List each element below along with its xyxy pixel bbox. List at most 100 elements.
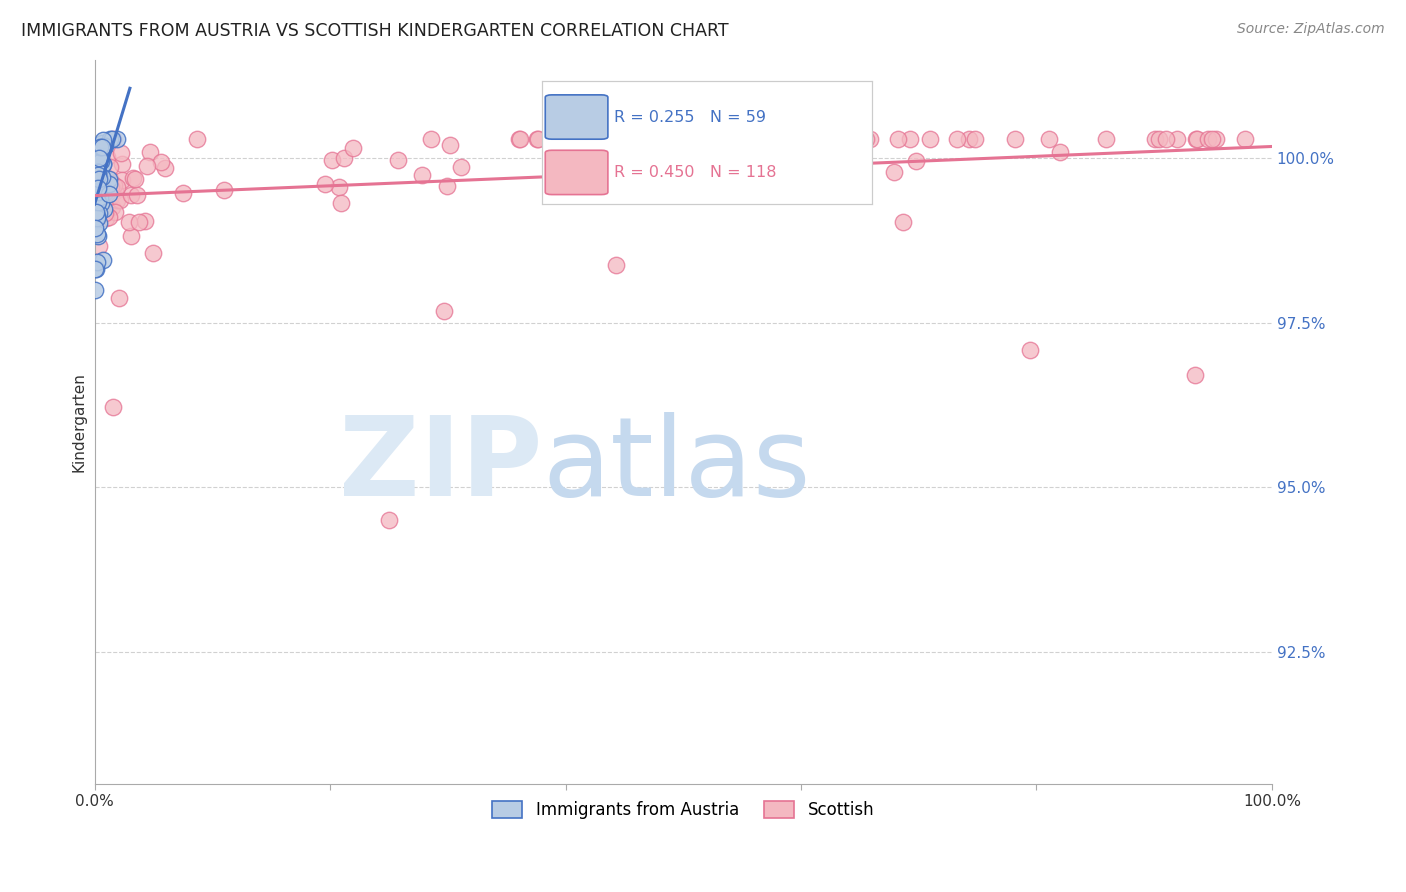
Point <box>84 165 107 179</box>
Point <box>94 172 117 186</box>
Point <box>97 177 120 191</box>
Point <box>90 161 112 175</box>
Point <box>91 156 114 170</box>
Point <box>87 165 110 179</box>
Point <box>859 131 882 145</box>
Point <box>328 179 350 194</box>
Point <box>122 171 145 186</box>
Point <box>1004 131 1026 145</box>
Point <box>433 304 456 318</box>
Point <box>101 131 124 145</box>
Point <box>946 131 969 145</box>
Point <box>86 210 108 224</box>
Point <box>101 131 124 145</box>
Text: ZIP: ZIP <box>339 411 541 518</box>
Point <box>89 139 111 153</box>
Point <box>387 153 409 168</box>
Point <box>101 401 124 415</box>
Point <box>134 214 156 228</box>
Point <box>963 131 986 145</box>
Point <box>86 211 108 226</box>
Point <box>87 165 110 179</box>
Point <box>94 139 117 153</box>
Point <box>98 161 121 175</box>
Point <box>84 262 107 277</box>
Point <box>86 148 108 162</box>
Point <box>883 165 905 179</box>
Point <box>744 147 766 161</box>
Point <box>91 161 114 176</box>
Point <box>918 131 941 145</box>
Point <box>1019 343 1042 357</box>
Point <box>90 191 112 205</box>
Point <box>508 131 530 145</box>
Point <box>84 197 107 211</box>
Point <box>716 131 738 145</box>
Point <box>105 179 128 194</box>
Point <box>90 189 112 203</box>
Point <box>450 160 472 174</box>
Point <box>87 216 110 230</box>
Point <box>789 157 811 171</box>
Point <box>887 131 910 145</box>
Point <box>436 178 458 193</box>
Point <box>87 152 110 166</box>
Point <box>439 137 461 152</box>
Point <box>806 146 828 161</box>
Point <box>891 215 914 229</box>
Point <box>86 168 108 182</box>
Point <box>321 153 343 168</box>
Point <box>84 163 107 178</box>
Point <box>214 183 236 197</box>
Point <box>97 210 120 224</box>
Point <box>526 131 548 145</box>
Point <box>110 146 132 161</box>
Point <box>91 133 114 147</box>
Point <box>804 131 827 145</box>
Point <box>89 164 111 178</box>
Point <box>87 168 110 182</box>
Point <box>86 161 108 175</box>
Point <box>526 131 548 145</box>
Point <box>83 166 105 180</box>
Point <box>89 189 111 203</box>
Point <box>87 186 110 200</box>
Point <box>904 154 927 169</box>
Point <box>1147 131 1170 145</box>
Point <box>1205 131 1227 145</box>
Point <box>91 136 114 150</box>
Point <box>333 151 356 165</box>
Point <box>378 513 401 527</box>
Point <box>86 171 108 186</box>
Point <box>1197 131 1219 145</box>
Point <box>142 246 165 260</box>
Point <box>1184 368 1206 382</box>
Point <box>91 190 114 204</box>
Point <box>118 215 141 229</box>
Point <box>84 205 107 219</box>
Point <box>598 131 620 145</box>
Y-axis label: Kindergarten: Kindergarten <box>72 372 86 472</box>
Point <box>87 172 110 186</box>
Point <box>108 193 131 207</box>
Point <box>87 228 110 243</box>
Point <box>89 190 111 204</box>
Point <box>835 131 858 145</box>
Point <box>808 131 831 145</box>
Point <box>125 188 148 202</box>
Point <box>100 171 122 186</box>
Point <box>186 131 208 145</box>
Point <box>94 211 117 225</box>
Point <box>714 133 737 147</box>
Point <box>96 186 118 201</box>
Point <box>128 215 150 229</box>
Point <box>87 188 110 202</box>
Point <box>90 195 112 210</box>
Point <box>104 204 127 219</box>
Point <box>90 139 112 153</box>
Legend: Immigrants from Austria, Scottish: Immigrants from Austria, Scottish <box>486 795 880 826</box>
Point <box>1201 131 1223 145</box>
Point <box>93 206 115 220</box>
Point <box>1187 131 1209 145</box>
Point <box>752 131 775 145</box>
